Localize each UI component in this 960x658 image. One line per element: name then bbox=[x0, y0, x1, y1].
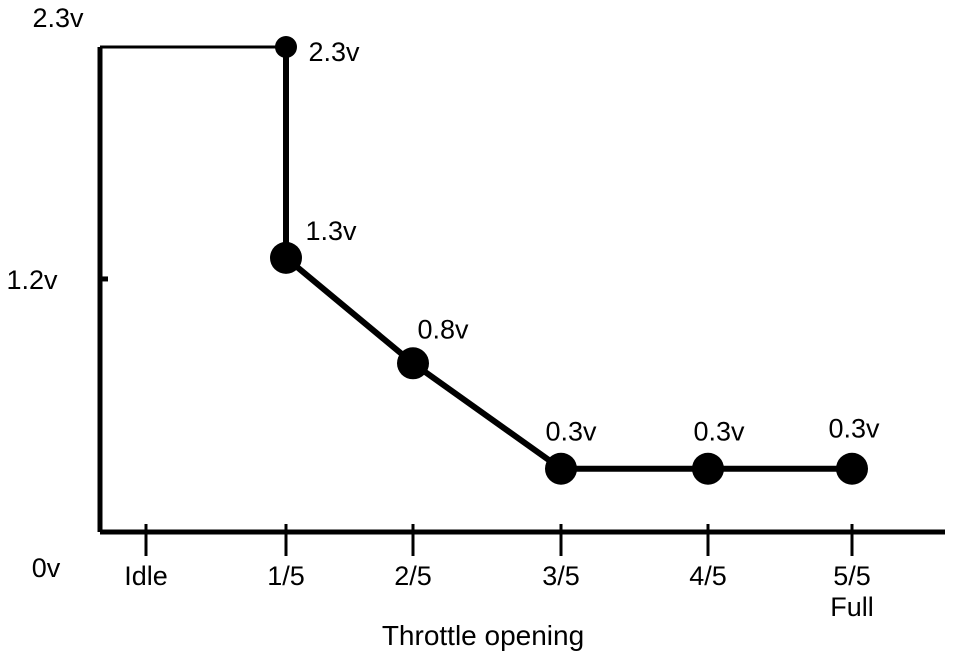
y-tick-label: 0v bbox=[32, 553, 61, 583]
data-point-label: 1.3v bbox=[305, 216, 357, 246]
x-tick-label: 3/5 bbox=[542, 561, 580, 591]
x-axis-title: Throttle opening bbox=[382, 620, 584, 651]
x-tick-label: 1/5 bbox=[267, 561, 305, 591]
y-ticks: 0v 1.2v 2.3v bbox=[6, 3, 108, 583]
data-point-label: 2.3v bbox=[308, 37, 360, 67]
data-point bbox=[545, 452, 577, 485]
series-line bbox=[283, 47, 852, 472]
y-tick-label: 1.2v bbox=[6, 265, 58, 295]
data-point bbox=[270, 241, 302, 274]
x-tick-label: 5/5 bbox=[833, 561, 871, 591]
data-point bbox=[275, 36, 297, 58]
data-point-label: 0.3v bbox=[693, 417, 745, 447]
series-lines bbox=[100, 45, 852, 472]
data-point bbox=[692, 452, 724, 485]
y-tick-label: 2.3v bbox=[32, 3, 84, 33]
axes bbox=[97, 47, 945, 535]
x-tick-label: 4/5 bbox=[689, 561, 727, 591]
data-point-label: 0.3v bbox=[545, 417, 597, 447]
data-point bbox=[836, 452, 868, 485]
x-tick-label: Idle bbox=[124, 561, 168, 591]
point-labels: 2.3v 1.3v 0.8v 0.3v 0.3v 0.3v bbox=[305, 37, 880, 447]
x-tick-label: 2/5 bbox=[394, 561, 432, 591]
series-points bbox=[270, 36, 868, 485]
x-tick-sublabel: Full bbox=[830, 592, 874, 622]
data-point-label: 0.3v bbox=[828, 414, 880, 444]
data-point-label: 0.8v bbox=[417, 314, 469, 344]
data-point bbox=[397, 347, 429, 380]
